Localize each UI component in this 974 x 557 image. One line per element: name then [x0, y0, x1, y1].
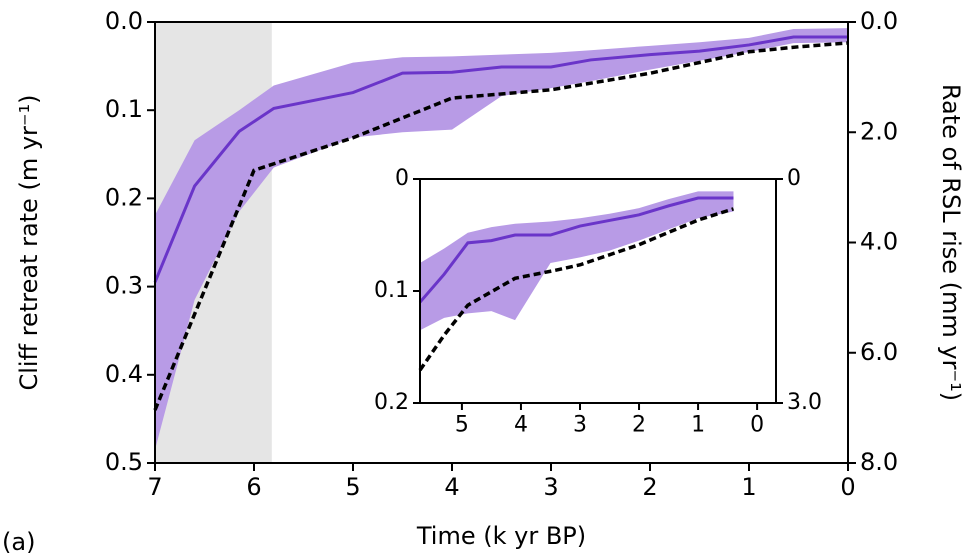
- x-tick-label: 0: [750, 412, 764, 437]
- x-tick-label: 4: [444, 473, 459, 501]
- y-tick-label: 0.2: [105, 183, 143, 211]
- y2-tick-label: 0: [787, 166, 801, 191]
- x-tick-label: 3: [543, 473, 558, 501]
- data-line: [153, 35, 848, 283]
- x-tick-label: 6: [246, 473, 261, 501]
- y-tick-label: 0.4: [105, 360, 143, 388]
- y2-tick-label: 4.0: [860, 228, 898, 256]
- uncertainty-band: [155, 28, 848, 450]
- x-tick-label: 1: [691, 412, 705, 437]
- data-line: [418, 196, 734, 304]
- y2-axis-label: Rate of RSL rise (mm yr⁻¹): [937, 84, 965, 401]
- x-tick-label: 1: [741, 473, 756, 501]
- uncertainty-band: [420, 191, 734, 331]
- panel-label: (a): [2, 528, 35, 556]
- x-tick-label: 0: [840, 473, 855, 501]
- y-tick-label: 0.1: [105, 95, 143, 123]
- y2-tick-label: 8.0: [860, 448, 898, 476]
- y-tick-label: 0.1: [374, 278, 409, 303]
- x-axis-label: Time (k yr BP): [416, 522, 586, 550]
- x-tick-label: 2: [632, 412, 646, 437]
- y-axis-label: Cliff retreat rate (m yr⁻¹): [15, 94, 43, 390]
- y2-tick-label: 3.0: [787, 390, 822, 415]
- x-tick-label: 4: [514, 412, 528, 437]
- x-tick-label: 7: [147, 473, 162, 501]
- y2-tick-label: 2.0: [860, 117, 898, 145]
- data-line: [418, 207, 735, 372]
- y2-tick-label: 6.0: [860, 338, 898, 366]
- y-tick-label: 0: [395, 166, 409, 191]
- x-tick-label: 5: [345, 473, 360, 501]
- y-tick-label: 0.5: [105, 448, 143, 476]
- x-tick-label: 5: [455, 412, 469, 437]
- y-tick-label: 0.2: [374, 390, 409, 415]
- y-tick-label: 0.3: [105, 272, 143, 300]
- data-line: [153, 41, 849, 411]
- x-tick-label: 3: [573, 412, 587, 437]
- y2-tick-label: 0.0: [860, 7, 898, 35]
- x-tick-label: 2: [642, 473, 657, 501]
- y-tick-label: 0.0: [105, 7, 143, 35]
